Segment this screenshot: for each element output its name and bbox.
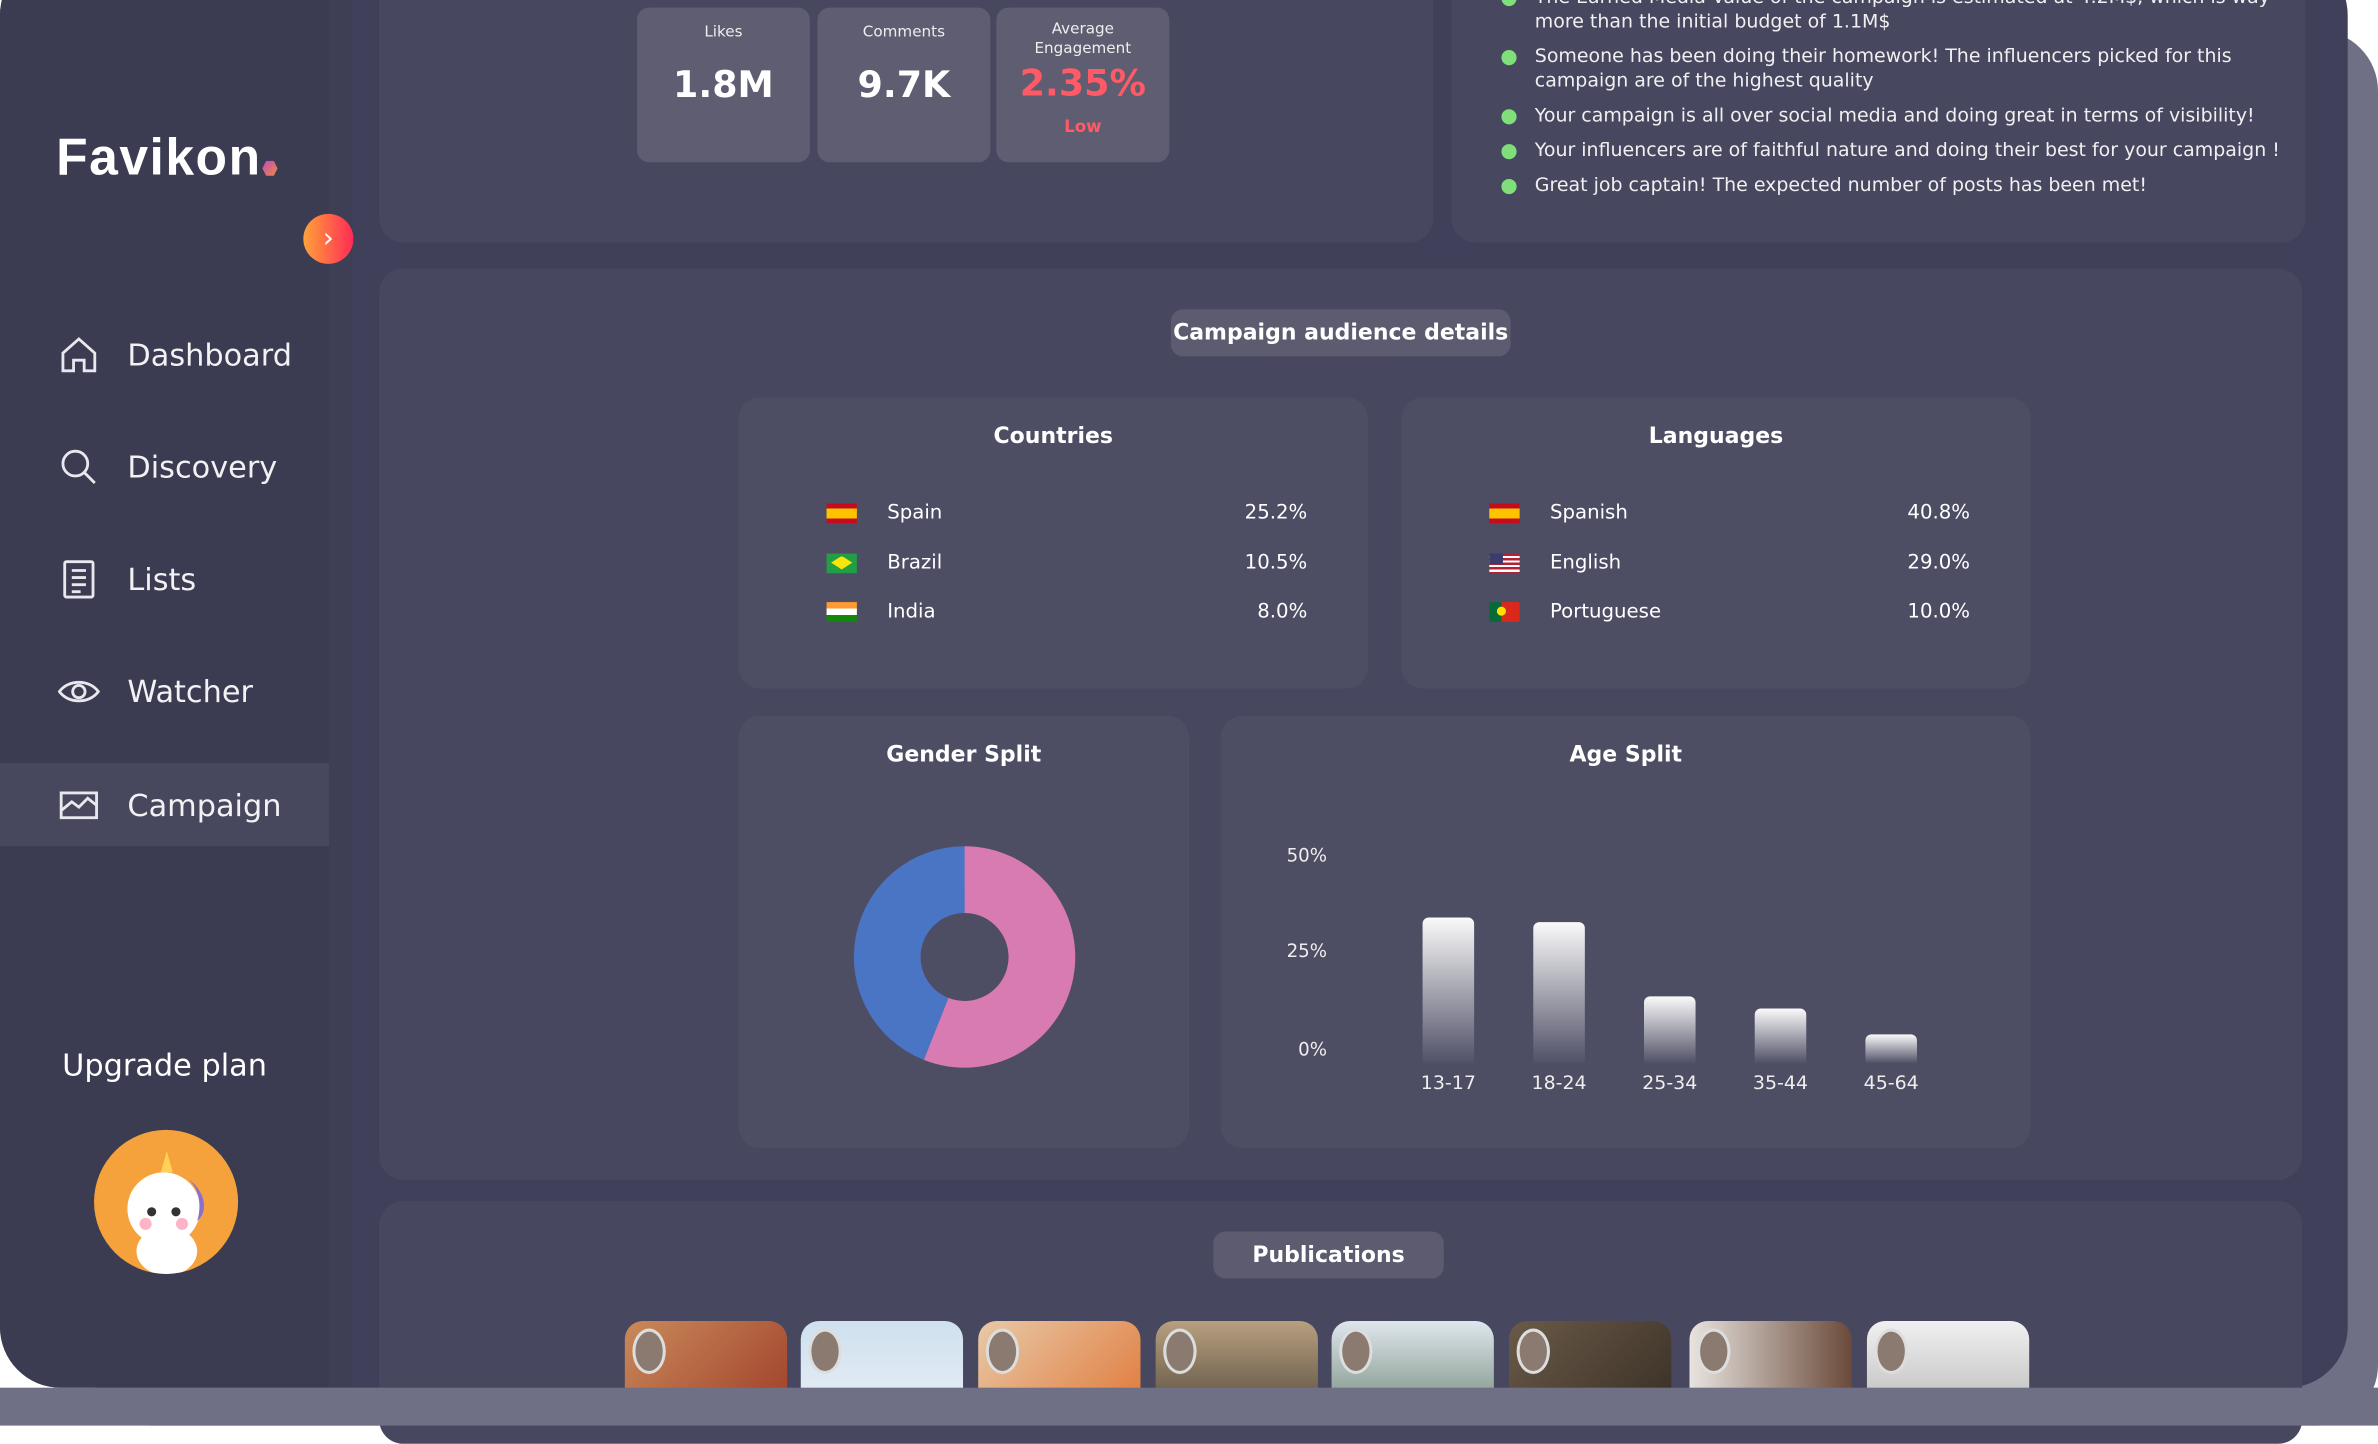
list-icon (63, 559, 95, 598)
bar-25-34 (1643, 996, 1696, 1064)
influencer-avatar (1516, 1328, 1550, 1375)
insight-item: The Earned Media Value of the campaign i… (1501, 0, 2290, 33)
influencer-avatar (1874, 1328, 1908, 1375)
logo-hexagon-icon (262, 160, 278, 176)
publications-title: Publications (1213, 1231, 1444, 1279)
avatar[interactable] (94, 1129, 239, 1274)
sidebar-item-label: Discovery (127, 448, 278, 485)
eye-icon (57, 680, 101, 702)
influencer-avatar (808, 1328, 842, 1375)
language-value: 29.0% (1907, 551, 1971, 575)
us-flag-icon (1489, 552, 1520, 573)
country-name: Spain (887, 501, 943, 524)
bar-13-17 (1422, 918, 1475, 1064)
y-tick-label: 0% (1298, 1038, 1328, 1061)
sidebar-item-dashboard[interactable]: Dashboard (0, 312, 329, 395)
x-tick-label: 13-17 (1420, 1070, 1476, 1094)
expand-sidebar-button[interactable]: › (303, 213, 354, 264)
stat-comments: Comments 9.7K (817, 7, 991, 163)
x-tick-label: 25-34 (1642, 1070, 1698, 1094)
upgrade-plan-link[interactable]: Upgrade plan (62, 1046, 267, 1083)
country-value: 8.0% (1257, 599, 1308, 623)
x-tick-label: 45-64 (1863, 1070, 1919, 1094)
stat-likes: Likes 1.8M (636, 7, 810, 163)
stat-label: Likes (704, 24, 743, 41)
languages-card: Languages Spanish 40.8% English 29.0% Port… (1401, 397, 2031, 689)
country-value: 25.2% (1244, 501, 1308, 524)
donut-slice-1 (853, 846, 965, 1060)
chart-icon (59, 790, 98, 819)
unicorn-avatar-icon (127, 1151, 205, 1274)
engagement-rating: Low (1064, 116, 1102, 137)
language-value: 10.0% (1907, 599, 1971, 623)
x-tick-label: 35-44 (1752, 1070, 1809, 1094)
sidebar-item-label: Watcher (127, 672, 253, 710)
country-row: India 8.0% (826, 596, 1308, 626)
insight-item: Your influencers are of faithful nature … (1501, 138, 2290, 162)
stat-value: 9.7K (857, 63, 951, 107)
influencer-avatar (1697, 1328, 1731, 1375)
insight-item: Great job captain! The expected number o… (1501, 173, 2290, 197)
y-tick-label: 50% (1286, 844, 1328, 866)
sidebar-item-discovery[interactable]: Discovery (0, 425, 329, 508)
country-name: India (887, 599, 936, 623)
sidebar-item-lists[interactable]: Lists (0, 537, 329, 620)
language-name: Spanish (1549, 501, 1628, 524)
spain-flag-icon (826, 502, 857, 523)
influencer-avatar (1163, 1328, 1197, 1375)
gender-split-card: Gender Split (738, 715, 1190, 1149)
donut-slice-0 (923, 846, 1076, 1068)
country-row: Brazil 10.5% (826, 547, 1308, 577)
x-tick-label: 18-24 (1531, 1070, 1587, 1094)
sidebar-item-label: Campaign (127, 786, 282, 823)
search-icon (61, 449, 96, 484)
bar-18-24 (1533, 921, 1585, 1064)
stat-engagement: Average Engagement 2.35% Low (996, 7, 1170, 163)
influencer-avatar (1339, 1328, 1373, 1375)
bar-45-64 (1865, 1034, 1917, 1064)
country-value: 10.5% (1244, 551, 1308, 575)
insight-item: Someone has been doing their homework! T… (1501, 44, 2290, 93)
brazil-flag-icon (826, 552, 857, 573)
language-name: English (1549, 551, 1622, 575)
sidebar-item-label: Dashboard (127, 335, 292, 373)
influencer-avatar (632, 1328, 666, 1375)
stat-label: Average Engagement (1034, 21, 1132, 58)
india-flag-icon (826, 601, 857, 622)
sidebar-item-campaign[interactable]: Campaign (0, 762, 330, 847)
chevron-right-icon: › (322, 222, 334, 255)
influencer-avatar (985, 1328, 1020, 1375)
insight-item: Your campaign is all over social media a… (1501, 103, 2290, 127)
home-icon (61, 336, 97, 372)
language-row: Spanish 40.8% (1489, 497, 1970, 527)
insights-list: The Earned Media Value of the campaign i… (1501, 0, 2290, 208)
y-tick-label: 25% (1286, 940, 1328, 962)
stat-label: Comments (862, 24, 946, 41)
sidebar-edge (329, 0, 352, 1388)
card-title: Languages (1648, 424, 1784, 449)
chart-title: Gender Split (886, 743, 1042, 768)
country-row: Spain 25.2% (826, 497, 1308, 527)
chart-title: Age Split (1569, 743, 1683, 768)
stat-value: 1.8M (673, 63, 774, 107)
age-split-card: Age Split 0% 25% 50% 13-17 18-24 25-34 35-44 45… (1220, 715, 2031, 1149)
stat-value: 2.35% (1019, 62, 1146, 105)
sidebar-item-watcher[interactable]: Watcher (0, 649, 329, 732)
logo: Favikon (56, 128, 262, 187)
portugal-flag-icon (1489, 601, 1520, 622)
gender-donut-chart (853, 846, 1076, 1068)
insights-card (1451, 0, 2306, 243)
language-row: Portuguese 10.0% (1489, 596, 1970, 626)
country-name: Brazil (887, 551, 943, 575)
countries-card: Countries Spain 25.2% Brazil 10.5% India 8.… (738, 397, 1368, 689)
spain-flag-icon (1489, 502, 1520, 523)
language-name: Portuguese (1549, 599, 1662, 623)
language-row: English 29.0% (1489, 547, 1970, 577)
audience-title: Campaign audience details (1170, 309, 1511, 357)
language-value: 40.8% (1907, 501, 1971, 524)
card-title: Countries (993, 424, 1114, 449)
sidebar-item-label: Lists (127, 560, 197, 597)
window-shadow-bottom (0, 1387, 2378, 1426)
bar-35-44 (1754, 1007, 1807, 1064)
